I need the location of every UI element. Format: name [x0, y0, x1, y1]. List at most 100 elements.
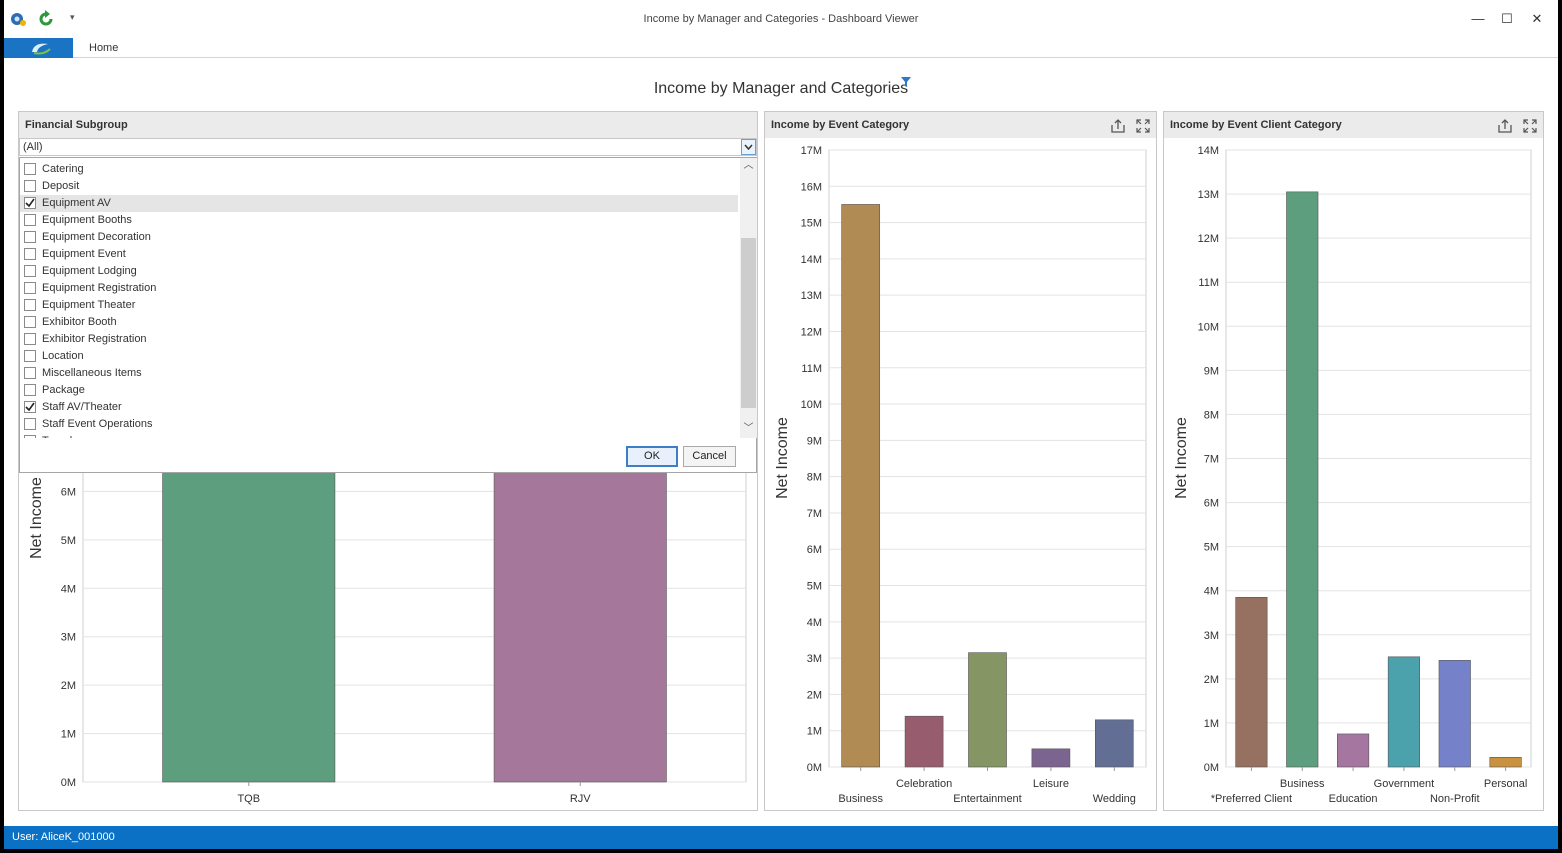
check-icon — [25, 198, 35, 208]
x-tick-label: Celebration — [896, 778, 952, 790]
filter-list-item[interactable]: Equipment Registration — [20, 280, 738, 297]
export-icon[interactable] — [1110, 118, 1126, 134]
y-tick-label: 0M — [807, 762, 822, 774]
checkbox[interactable] — [24, 401, 36, 413]
window-title: Income by Manager and Categories - Dashb… — [643, 13, 919, 25]
minimize-button[interactable]: — — [1471, 11, 1485, 26]
filter-item-label: Staff Event Operations — [42, 418, 153, 430]
filter-list-item[interactable]: Exhibitor Registration — [20, 331, 738, 348]
customize-toolbar-icon[interactable]: ▾ — [70, 12, 75, 22]
y-tick-label: 11M — [1198, 277, 1219, 289]
scroll-down-icon[interactable]: ﹀ — [743, 423, 754, 434]
financial-subgroup-combo[interactable]: (All) — [19, 138, 757, 156]
x-tick-label: Personal — [1484, 778, 1527, 790]
checkbox[interactable] — [24, 231, 36, 243]
y-tick-label: 5M — [807, 581, 822, 593]
filter-list-item[interactable]: Equipment Event — [20, 246, 738, 263]
filter-item-label: Equipment Decoration — [42, 231, 151, 243]
refresh-icon[interactable] — [37, 10, 55, 28]
filter-list-item[interactable]: Exhibitor Booth — [20, 314, 738, 331]
checkbox[interactable] — [24, 197, 36, 209]
x-tick-label: Business — [1280, 778, 1325, 790]
panel-title: Income by Event Client Category — [1170, 119, 1342, 131]
checkbox[interactable] — [24, 367, 36, 379]
filter-list-item[interactable]: Staff AV/Theater — [20, 399, 738, 416]
checkbox[interactable] — [24, 214, 36, 226]
checkbox[interactable] — [24, 316, 36, 328]
filter-list-item[interactable]: Staff Event Operations — [20, 416, 738, 433]
y-tick-label: 2M — [807, 689, 822, 701]
bar — [841, 204, 881, 768]
x-tick-label: Wedding — [1093, 793, 1136, 805]
x-tick-label: *Preferred Client — [1211, 793, 1292, 805]
maximize-button[interactable]: ☐ — [1501, 11, 1513, 26]
filter-icon[interactable] — [901, 77, 911, 90]
maximize-panel-icon[interactable] — [1135, 118, 1151, 134]
bar — [904, 715, 944, 768]
bar — [493, 442, 667, 783]
checkbox[interactable] — [24, 418, 36, 430]
filter-item-label: Staff AV/Theater — [42, 401, 122, 413]
x-tick-label: Non-Profit — [1430, 793, 1480, 805]
filter-list-item[interactable]: Location — [20, 348, 738, 365]
y-tick-label: 1M — [61, 729, 76, 741]
checkbox[interactable] — [24, 384, 36, 396]
filter-item-label: Miscellaneous Items — [42, 367, 142, 379]
panel-title: Income by Event Category — [771, 119, 910, 131]
close-button[interactable]: ✕ — [1531, 11, 1543, 26]
scroll-thumb[interactable] — [741, 238, 756, 408]
y-tick-label: 4M — [807, 617, 822, 629]
checkbox[interactable] — [24, 282, 36, 294]
y-tick-label: 8M — [1204, 409, 1219, 421]
y-tick-label: 6M — [807, 544, 822, 556]
client-category-panel: Income by Event Client Category 0M 1M 2M 3M… — [1163, 111, 1544, 811]
filter-item-label: Equipment Lodging — [42, 265, 137, 277]
maximize-panel-icon[interactable] — [1522, 118, 1538, 134]
bar — [1489, 757, 1522, 768]
event-category-chart: 0M 1M 2M 3M 4M 5M 6M 7M 8M 9M 10M 11M 12M 13M 14M 15M 16… — [774, 145, 1147, 805]
panel-header: Income by Event Client Category — [1164, 112, 1543, 138]
filter-list-item[interactable]: Miscellaneous Items — [20, 365, 738, 382]
export-icon[interactable] — [1497, 118, 1513, 134]
checkbox[interactable] — [24, 299, 36, 311]
y-tick-label: 14M — [801, 254, 822, 266]
filter-list-item[interactable]: Deposit — [20, 178, 738, 195]
checkbox[interactable] — [24, 180, 36, 192]
checkbox[interactable] — [24, 435, 36, 438]
filter-list-item[interactable]: Catering — [20, 161, 738, 178]
checkbox[interactable] — [24, 350, 36, 362]
checkbox[interactable] — [24, 163, 36, 175]
cancel-button[interactable]: Cancel — [683, 446, 736, 467]
application-button[interactable] — [4, 38, 73, 58]
x-tick-label: Government — [1374, 778, 1435, 790]
filter-list-item[interactable]: Equipment Theater — [20, 297, 738, 314]
checkbox[interactable] — [24, 265, 36, 277]
ok-button[interactable]: OK — [626, 446, 678, 467]
x-tick-label: TQB — [237, 793, 260, 805]
bar — [1438, 660, 1471, 768]
app-menu-icon[interactable] — [9, 10, 27, 28]
filter-list-item[interactable]: Travel — [20, 433, 738, 438]
y-tick-label: 13M — [801, 290, 822, 302]
scroll-up-icon[interactable]: ︿ — [743, 160, 754, 171]
dashboard-viewer-window: ▾ Income by Manager and Categories - Das… — [4, 0, 1558, 849]
y-tick-label: 13M — [1198, 189, 1219, 201]
filter-list-item[interactable]: Equipment AV — [20, 195, 738, 212]
x-tick-label: Education — [1329, 793, 1378, 805]
filter-dropdown-popup: Catering Deposit Equipment AV Equipment Boo… — [19, 157, 757, 473]
tab-home[interactable]: Home — [89, 42, 119, 54]
y-tick-label: 4M — [1204, 586, 1219, 598]
list-scrollbar[interactable]: ︿ ﹀ — [740, 158, 757, 438]
filter-list-item[interactable]: Equipment Lodging — [20, 263, 738, 280]
filter-list-item[interactable]: Equipment Decoration — [20, 229, 738, 246]
filter-list-item[interactable]: Equipment Booths — [20, 212, 738, 229]
check-icon — [25, 402, 35, 412]
checkbox[interactable] — [24, 333, 36, 345]
filter-list-item[interactable]: Package — [20, 382, 738, 399]
bar — [1031, 748, 1071, 768]
checkbox[interactable] — [24, 248, 36, 260]
combo-dropdown-button[interactable] — [741, 139, 756, 155]
panel-header: Income by Event Category — [765, 112, 1156, 138]
y-tick-label: 2M — [1204, 674, 1219, 686]
